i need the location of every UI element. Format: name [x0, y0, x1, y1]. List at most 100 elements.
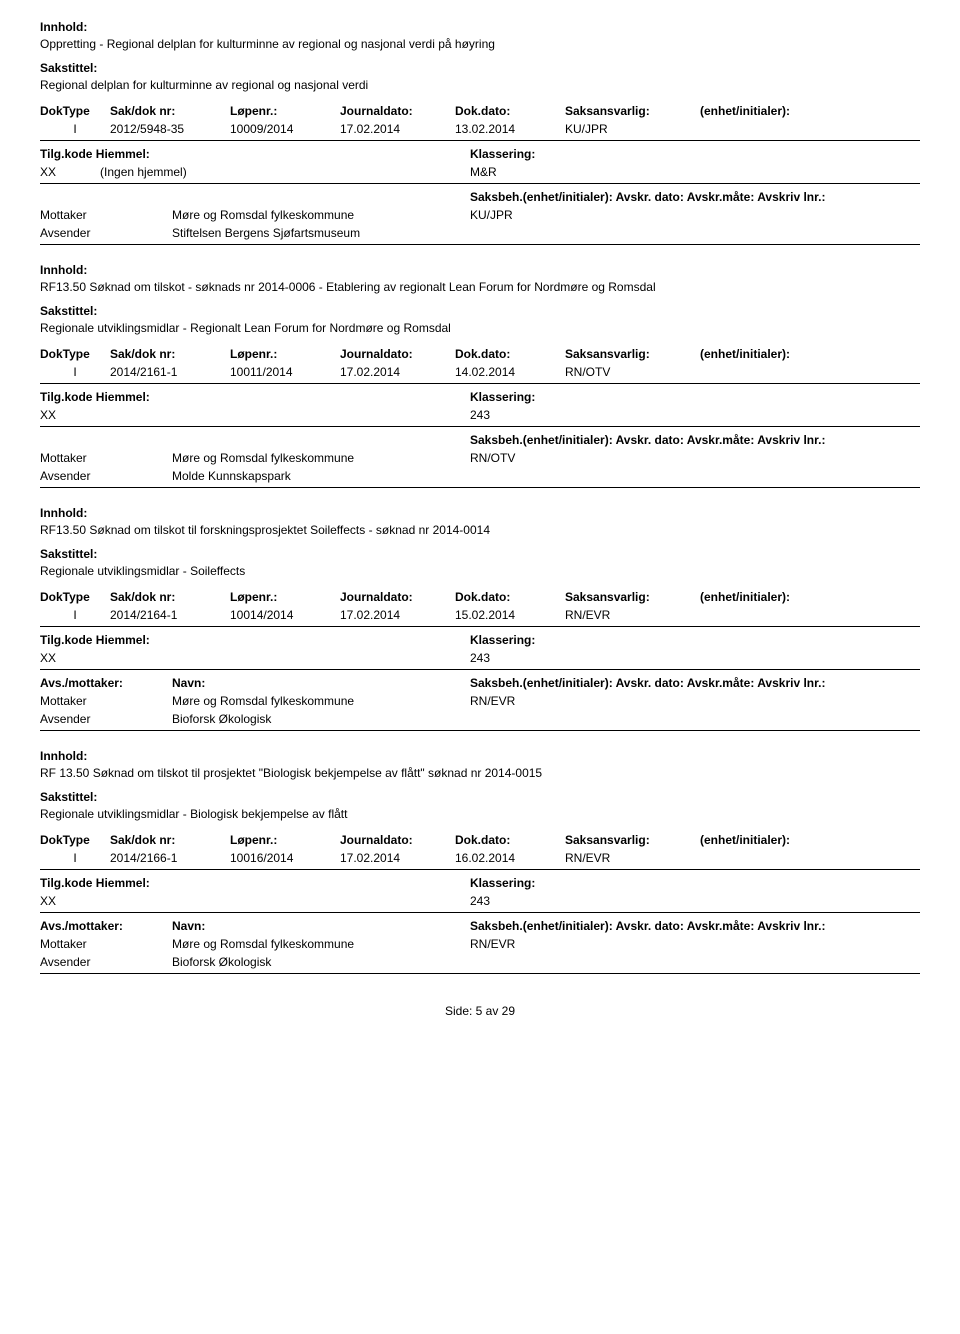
column-header-row: DokTypeSak/dok nr:Løpenr.:Journaldato:Do… [40, 588, 920, 606]
side-label: Side: [445, 1004, 476, 1018]
navn-label: Navn: [172, 917, 470, 935]
klassering-label: Klassering: [470, 874, 535, 892]
mottaker-name: Møre og Romsdal fylkeskommune [172, 692, 470, 710]
journal-entry: Innhold:Oppretting - Regional delplan fo… [40, 20, 920, 245]
enhet-initialer-header: (enhet/initialer): [700, 588, 920, 606]
tilg-klass-labels-row: Tilg.kode Hiemmel: Klassering: [40, 145, 920, 163]
dokdato-header: Dok.dato: [455, 102, 565, 120]
saksbeh-value: RN/EVR [470, 935, 515, 953]
lopenr-header: Løpenr.: [230, 345, 340, 363]
saksansvarlig-header: Saksansvarlig: [565, 102, 700, 120]
avsender-row: AvsenderMolde Kunnskapspark [40, 467, 920, 485]
saksansvarlig-header: Saksansvarlig: [565, 588, 700, 606]
innhold-text: RF13.50 Søknad om tilskot - søknads nr 2… [40, 280, 920, 294]
party-header-row: Saksbeh.(enhet/initialer): Avskr. dato: … [40, 188, 920, 206]
column-header-row: DokTypeSak/dok nr:Løpenr.:Journaldato:Do… [40, 345, 920, 363]
tilgkode-value: XX [40, 163, 56, 181]
sakstittel-text: Regionale utviklingsmidlar - Soileffects [40, 564, 920, 578]
journaldato-header: Journaldato: [340, 345, 455, 363]
mottaker-name: Møre og Romsdal fylkeskommune [172, 935, 470, 953]
lopenr-value: 10009/2014 [230, 120, 340, 138]
dokdato-value: 14.02.2014 [455, 363, 565, 381]
sakstittel-label: Sakstittel: [40, 547, 920, 561]
mottaker-role-label: Mottaker [40, 935, 172, 953]
value-row: I2014/2166-110016/201417.02.201416.02.20… [40, 849, 920, 867]
avsender-role-label: Avsender [40, 953, 172, 971]
enhet-initialer-header: (enhet/initialer): [700, 102, 920, 120]
dokdato-value: 13.02.2014 [455, 120, 565, 138]
mottaker-name: Møre og Romsdal fylkeskommune [172, 206, 470, 224]
lopenr-header: Løpenr.: [230, 102, 340, 120]
saksansvarlig-header: Saksansvarlig: [565, 831, 700, 849]
tilgkode-value: XX [40, 406, 56, 424]
lopenr-value: 10011/2014 [230, 363, 340, 381]
sakdoknr-header: Sak/dok nr: [110, 345, 230, 363]
sakdoknr-header: Sak/dok nr: [110, 102, 230, 120]
column-header-row: DokTypeSak/dok nr:Løpenr.:Journaldato:Do… [40, 831, 920, 849]
enhet-initialer-value [700, 363, 920, 381]
tilgkode-hiemmel-label: Tilg.kode Hiemmel: [40, 145, 150, 163]
avsender-role-label: Avsender [40, 224, 172, 242]
innhold-text: RF 13.50 Søknad om tilskot til prosjekte… [40, 766, 920, 780]
tilg-klass-labels-row: Tilg.kode Hiemmel:Klassering: [40, 388, 920, 406]
avs-mottaker-label: Avs./mottaker: [40, 917, 172, 935]
avsender-name: Bioforsk Økologisk [172, 710, 470, 728]
saksbeh-header-line: Saksbeh.(enhet/initialer): Avskr. dato: … [470, 188, 825, 206]
saksbeh-value: RN/OTV [470, 449, 515, 467]
avsender-name: Molde Kunnskapspark [172, 467, 470, 485]
saksansvarlig-value: RN/EVR [565, 606, 700, 624]
enhet-initialer-header: (enhet/initialer): [700, 345, 920, 363]
saksansvarlig-value: RN/EVR [565, 849, 700, 867]
lopenr-value: 10014/2014 [230, 606, 340, 624]
sakdoknr-header: Sak/dok nr: [110, 588, 230, 606]
enhet-initialer-value [700, 606, 920, 624]
avsender-role-label: Avsender [40, 467, 172, 485]
navn-label: Navn: [172, 674, 470, 692]
saksansvarlig-value: KU/JPR [565, 120, 700, 138]
column-header-row: DokTypeSak/dok nr:Løpenr.:Journaldato:Do… [40, 102, 920, 120]
sakstittel-text: Regional delplan for kulturminne av regi… [40, 78, 920, 92]
sakstittel-label: Sakstittel: [40, 304, 920, 318]
sakdoknr-value: 2012/5948-35 [110, 120, 230, 138]
sakdoknr-value: 2014/2161-1 [110, 363, 230, 381]
journaldato-header: Journaldato: [340, 588, 455, 606]
dokdato-value: 15.02.2014 [455, 606, 565, 624]
innhold-label: Innhold: [40, 506, 920, 520]
saksbeh-header-line: Saksbeh.(enhet/initialer): Avskr. dato: … [470, 431, 825, 449]
hiemmel-value: (Ingen hjemmel) [100, 163, 187, 181]
avsender-role-label: Avsender [40, 710, 172, 728]
klassering-value: 243 [470, 406, 490, 424]
saksbeh-header-line: Saksbeh.(enhet/initialer): Avskr. dato: … [470, 674, 825, 692]
sakdoknr-header: Sak/dok nr: [110, 831, 230, 849]
journaldato-value: 17.02.2014 [340, 849, 455, 867]
value-row: I2014/2164-110014/201417.02.201415.02.20… [40, 606, 920, 624]
klassering-label: Klassering: [470, 145, 535, 163]
doktype-header: DokType [40, 102, 110, 120]
mottaker-row: MottakerMøre og Romsdal fylkeskommuneKU/… [40, 206, 920, 224]
tilgkode-hiemmel-label: Tilg.kode Hiemmel: [40, 388, 150, 406]
klassering-value: M&R [470, 163, 497, 181]
value-row: I2014/2161-110011/201417.02.201414.02.20… [40, 363, 920, 381]
avs-mottaker-label: Avs./mottaker: [40, 674, 172, 692]
sakdoknr-value: 2014/2166-1 [110, 849, 230, 867]
mottaker-role-label: Mottaker [40, 206, 172, 224]
mottaker-role-label: Mottaker [40, 692, 172, 710]
saksansvarlig-header: Saksansvarlig: [565, 345, 700, 363]
sakstittel-text: Regionale utviklingsmidlar - Biologisk b… [40, 807, 920, 821]
tilg-klass-values-row: XX (Ingen hjemmel) M&R [40, 163, 920, 181]
doktype-value: I [40, 120, 110, 138]
mottaker-row: MottakerMøre og Romsdal fylkeskommuneRN/… [40, 449, 920, 467]
doktype-header: DokType [40, 345, 110, 363]
innhold-text: RF13.50 Søknad om tilskot til forsknings… [40, 523, 920, 537]
value-row: I2012/5948-3510009/201417.02.201413.02.2… [40, 120, 920, 138]
tilgkode-value: XX [40, 892, 56, 910]
doktype-header: DokType [40, 588, 110, 606]
page-footer: Side: 5 av 29 [40, 1004, 920, 1018]
tilg-klass-values-row: XX 243 [40, 406, 920, 424]
saksbeh-value: RN/EVR [470, 692, 515, 710]
journal-entry: Innhold:RF13.50 Søknad om tilskot - søkn… [40, 263, 920, 488]
innhold-text: Oppretting - Regional delplan for kultur… [40, 37, 920, 51]
mottaker-role-label: Mottaker [40, 449, 172, 467]
avsender-name: Bioforsk Økologisk [172, 953, 470, 971]
journal-entry: Innhold:RF 13.50 Søknad om tilskot til p… [40, 749, 920, 974]
